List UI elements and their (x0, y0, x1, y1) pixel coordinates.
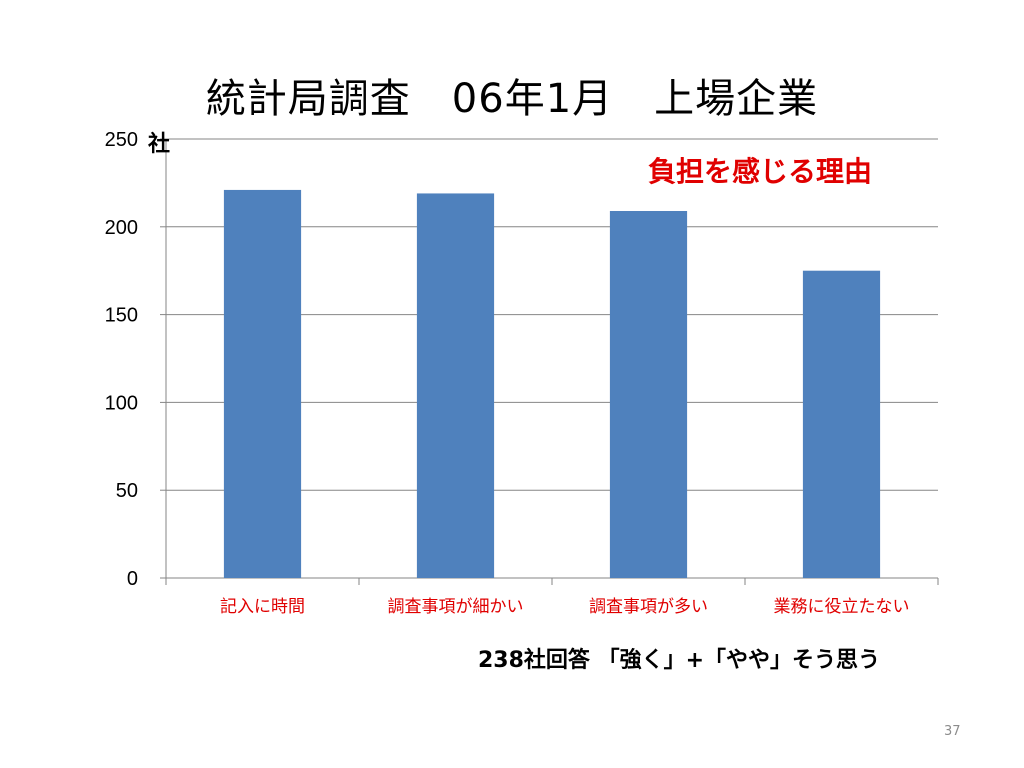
x-tick-label: 調査事項が多い (589, 597, 708, 617)
y-tick-label: 250 (105, 129, 138, 151)
x-tick-label: 記入に時間 (220, 597, 305, 617)
page-number: 37 (944, 724, 961, 739)
footnote: 238社回答 「強く」+「やや」そう思う (478, 648, 881, 673)
x-tick-label: 業務に役立たない (774, 597, 910, 617)
chart-title: 統計局調査 06年1月 上場企業 (205, 76, 819, 122)
bar (802, 270, 881, 578)
chart-annotation: 負担を感じる理由 (648, 155, 873, 188)
y-tick-label: 50 (116, 480, 138, 502)
x-tick-label: 調査事項が細かい (388, 597, 524, 617)
bar (416, 193, 495, 578)
y-tick-label: 0 (127, 568, 138, 590)
y-axis-unit-label: 社 (148, 132, 171, 157)
y-tick-label: 100 (105, 392, 138, 414)
y-tick-label: 200 (105, 217, 138, 239)
bar (223, 189, 302, 578)
bar (609, 210, 688, 578)
y-tick-label: 150 (105, 305, 138, 327)
